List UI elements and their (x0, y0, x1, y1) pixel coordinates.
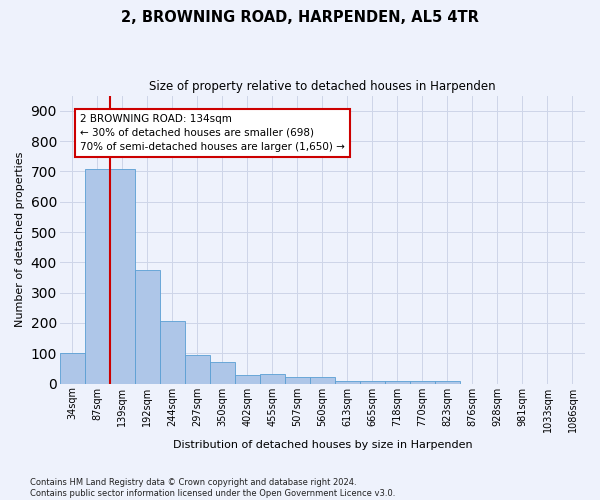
Bar (335, 380, 360, 384)
Bar (260, 374, 285, 384)
Bar (210, 362, 235, 384)
Bar (360, 381, 385, 384)
Bar (60, 354, 85, 384)
Bar (160, 321, 185, 384)
Y-axis label: Number of detached properties: Number of detached properties (15, 152, 25, 328)
Bar (310, 377, 335, 384)
Bar (435, 380, 460, 384)
Bar (285, 377, 310, 384)
Bar (110, 169, 135, 384)
Title: Size of property relative to detached houses in Harpenden: Size of property relative to detached ho… (149, 80, 496, 93)
Text: 2, BROWNING ROAD, HARPENDEN, AL5 4TR: 2, BROWNING ROAD, HARPENDEN, AL5 4TR (121, 10, 479, 25)
Bar (85, 169, 110, 384)
Bar (385, 381, 410, 384)
Bar (135, 270, 160, 384)
Bar (185, 355, 210, 384)
Text: 2 BROWNING ROAD: 134sqm
← 30% of detached houses are smaller (698)
70% of semi-d: 2 BROWNING ROAD: 134sqm ← 30% of detache… (80, 114, 344, 152)
Bar (235, 374, 260, 384)
Text: Contains HM Land Registry data © Crown copyright and database right 2024.
Contai: Contains HM Land Registry data © Crown c… (30, 478, 395, 498)
Bar (410, 381, 435, 384)
X-axis label: Distribution of detached houses by size in Harpenden: Distribution of detached houses by size … (173, 440, 472, 450)
